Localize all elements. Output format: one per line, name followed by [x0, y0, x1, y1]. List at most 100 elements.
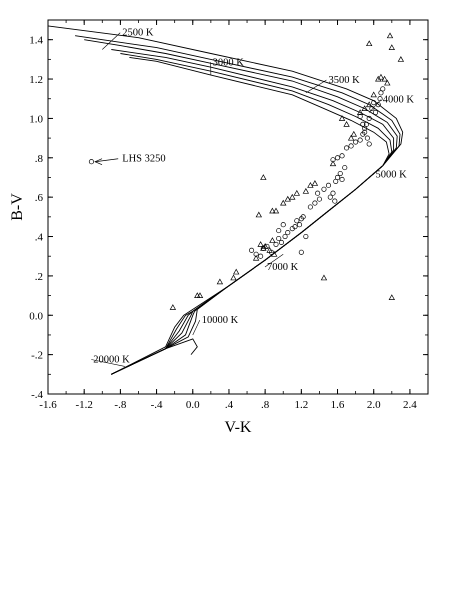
circle-point: [292, 224, 298, 230]
y-tick-label: .6: [35, 192, 44, 204]
annotation-label: 3500 K: [328, 75, 360, 86]
circle-point: [357, 137, 363, 143]
circle-point: [325, 182, 332, 188]
triangle-point: [266, 246, 273, 253]
annotation-label: 10000 K: [202, 315, 239, 326]
annotation-leader: [264, 253, 284, 268]
x-tick-label: .4: [225, 399, 234, 411]
model-curve: [84, 39, 398, 375]
x-tick-label: -1.2: [75, 399, 92, 411]
x-tick-label: .8: [261, 399, 270, 411]
circle-point: [300, 214, 306, 220]
annotation-label: LHS 3250: [122, 154, 165, 165]
triangle-point: [260, 174, 267, 180]
circle-point: [377, 96, 383, 102]
circle-point: [321, 186, 327, 192]
circle-point: [337, 170, 343, 177]
y-tick-label: .8: [35, 153, 44, 165]
circle-point: [285, 230, 291, 236]
circle-point: [327, 194, 333, 200]
triangle-point: [232, 268, 240, 275]
circle-point: [258, 253, 264, 259]
y-tick-label: .2: [35, 271, 43, 283]
triangle-point: [272, 207, 280, 214]
triangle-point: [270, 250, 278, 257]
triangle-point: [329, 160, 337, 167]
triangle-point: [397, 56, 405, 62]
circle-point: [353, 139, 359, 145]
circle-point: [380, 86, 386, 92]
circle-point: [334, 174, 341, 181]
circle-point: [315, 190, 321, 196]
circle-point: [332, 198, 338, 204]
annotation-arrow: [95, 158, 119, 163]
triangle-point: [280, 199, 287, 206]
annotation-label: 7000 K: [267, 262, 299, 273]
plot-frame: [47, 19, 429, 395]
circle-point: [280, 222, 286, 228]
annotation-leader: [91, 359, 125, 367]
triangle-point: [257, 241, 264, 247]
circle-point: [296, 222, 303, 228]
triangle-point: [386, 32, 394, 39]
circle-point: [276, 228, 282, 234]
x-tick-label: 1.2: [294, 399, 308, 411]
circle-point: [276, 235, 282, 242]
circle-point: [330, 157, 336, 163]
circle-point: [348, 143, 354, 149]
circle-point: [371, 100, 377, 106]
triangle-point: [255, 211, 263, 218]
model-curves: [47, 25, 404, 375]
annotation-label: 3000 K: [213, 57, 245, 68]
triangle-point: [356, 109, 364, 115]
triangle-point: [194, 292, 201, 299]
circle-point: [342, 165, 348, 171]
model-curve: [111, 56, 390, 375]
x-tick-label: 1.6: [331, 399, 345, 411]
triangle-point: [343, 121, 350, 127]
circle-point: [307, 204, 313, 210]
circle-point: [364, 135, 370, 141]
y-axis-title: B-V: [9, 193, 26, 221]
triangle-point: [289, 193, 296, 200]
triangle-point: [381, 75, 388, 82]
circle-point: [339, 153, 345, 159]
circle-point: [294, 218, 300, 224]
circle-point: [362, 129, 368, 135]
annotation-arrowhead: [94, 158, 103, 166]
circle-point: [334, 155, 341, 161]
triangle-point: [284, 195, 291, 202]
annotation-label: 5000 K: [376, 169, 408, 180]
triangle-point: [365, 101, 373, 108]
x-tick-label: 2.0: [367, 399, 381, 411]
triangle-point: [293, 189, 301, 196]
y-tick-label: -.2: [31, 350, 43, 362]
x-tick-label: 0.0: [186, 399, 200, 411]
circle-point: [330, 190, 336, 196]
triangle-point: [307, 182, 314, 188]
y-tick-label: -.4: [31, 389, 43, 401]
x-tick-label: 2.4: [403, 399, 417, 411]
circle-point: [366, 141, 372, 147]
triangle-point: [269, 207, 276, 214]
triangle-point: [302, 187, 310, 194]
triangle-point: [338, 115, 346, 121]
triangle-point: [375, 75, 382, 82]
y-tick-label: 1.0: [29, 113, 43, 125]
triangle-point: [388, 294, 396, 300]
triangle-point: [370, 91, 377, 98]
annotation-leader: [368, 99, 381, 113]
triangle-point: [230, 274, 237, 281]
circle-point: [344, 145, 350, 151]
triangle-point: [169, 304, 177, 310]
axis-ticks: -1.6 -1.2 -.8 -.4 0.0 .4 .8 1.2 1.6 2.0 2.4 -.4 -.2 0…: [29, 19, 429, 411]
temperature-annotations: 2500 K 3000 K 3500 K 4000 K 5000 K 7000 K 1000…: [91, 28, 414, 367]
annotation-leader: [192, 320, 201, 336]
triangle-point: [269, 237, 276, 243]
y-tick-label: 0.0: [29, 310, 43, 322]
circle-point: [282, 233, 288, 240]
annotation-label: 20000 K: [93, 355, 130, 366]
y-tick-label: 1.4: [29, 35, 43, 47]
model-curve: [111, 338, 198, 375]
circle-point: [366, 115, 372, 121]
